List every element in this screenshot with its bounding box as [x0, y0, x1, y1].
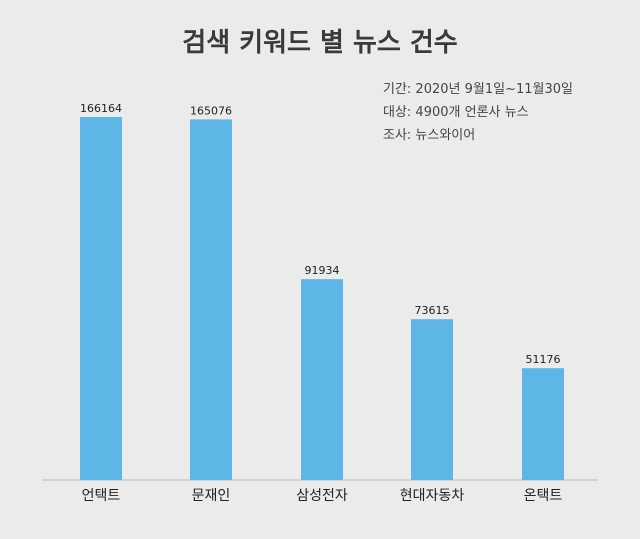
bar-4 [411, 319, 453, 480]
data-label-1: 166164 [80, 102, 122, 115]
category-label-3: 삼성전자 [296, 488, 348, 504]
category-label-1: 언택트 [82, 488, 121, 504]
category-label-2: 문재인 [192, 488, 231, 504]
bar-2 [190, 119, 232, 480]
annotation-period: 기간: 2020년 9월1일~11월30일 [383, 82, 573, 97]
bar-1 [80, 117, 122, 480]
annotation-target: 대상: 4900개 언론사 뉴스 [383, 105, 529, 120]
bar-3 [301, 279, 343, 480]
annotation-source: 조사: 뉴스와이어 [383, 128, 476, 143]
category-label-4: 현대자동차 [400, 488, 465, 504]
chart-title: 검색 키워드 별 뉴스 건수 [182, 28, 458, 58]
data-label-5: 51176 [526, 353, 561, 366]
bar-5 [522, 368, 564, 480]
data-label-3: 91934 [305, 264, 340, 277]
category-label-5: 온택트 [524, 488, 563, 504]
data-label-4: 73615 [415, 304, 450, 317]
data-label-2: 165076 [190, 104, 232, 117]
chart-annotations: 기간: 2020년 9월1일~11월30일 대상: 4900개 언론사 뉴스 조… [383, 78, 573, 147]
